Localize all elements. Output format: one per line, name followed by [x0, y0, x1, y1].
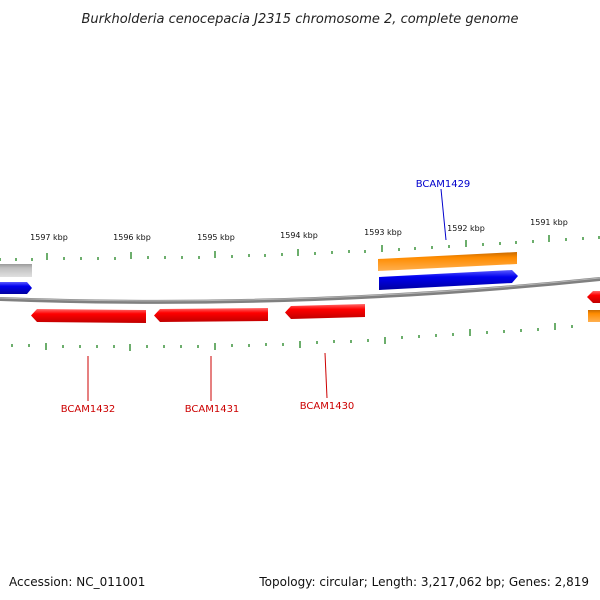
gene-label-bcam1431[interactable]: BCAM1431	[185, 404, 240, 415]
leader-line-bcam1429	[440, 188, 447, 241]
forward-strand-features	[0, 252, 518, 294]
other-feature[interactable]	[0, 264, 32, 277]
genome-backbone-highlight	[0, 277, 600, 302]
cds-feature-bcam1432[interactable]	[31, 309, 146, 323]
gene-label-bcam1432[interactable]: BCAM1432	[61, 404, 116, 415]
tick-label: 1597 kbp	[30, 233, 68, 242]
tick-label: 1591 kbp	[530, 218, 568, 227]
tick-label: 1596 kbp	[113, 233, 151, 242]
tick-label: 1595 kbp	[197, 233, 235, 242]
cds-feature[interactable]	[587, 291, 600, 303]
rna-feature-bcam1429[interactable]	[378, 252, 517, 271]
rna-feature[interactable]	[588, 310, 600, 322]
tick-label: 1593 kbp	[364, 228, 402, 237]
inner-tick-marks	[11, 323, 573, 351]
leader-line-bcam1430	[324, 352, 328, 399]
gene-label-bcam1430[interactable]: BCAM1430	[300, 401, 355, 412]
tick-label: 1592 kbp	[447, 224, 485, 233]
genome-summary-text: Topology: circular; Length: 3,217,062 bp…	[258, 575, 589, 589]
accession-text: Accession: NC_011001	[9, 575, 145, 589]
outer-tick-marks	[0, 235, 600, 261]
genome-backbone	[0, 277, 600, 304]
tick-label: 1594 kbp	[280, 231, 318, 240]
gene-feature[interactable]	[0, 282, 32, 294]
cds-feature-bcam1431[interactable]	[154, 308, 268, 322]
cds-feature-bcam1430[interactable]	[285, 304, 365, 319]
map-title: Burkholderia cenocepacia J2315 chromosom…	[81, 12, 518, 27]
gene-label-bcam1429[interactable]: BCAM1429	[416, 179, 471, 190]
gene-feature-bcam1429[interactable]	[379, 270, 518, 290]
reverse-strand-features	[31, 291, 600, 323]
